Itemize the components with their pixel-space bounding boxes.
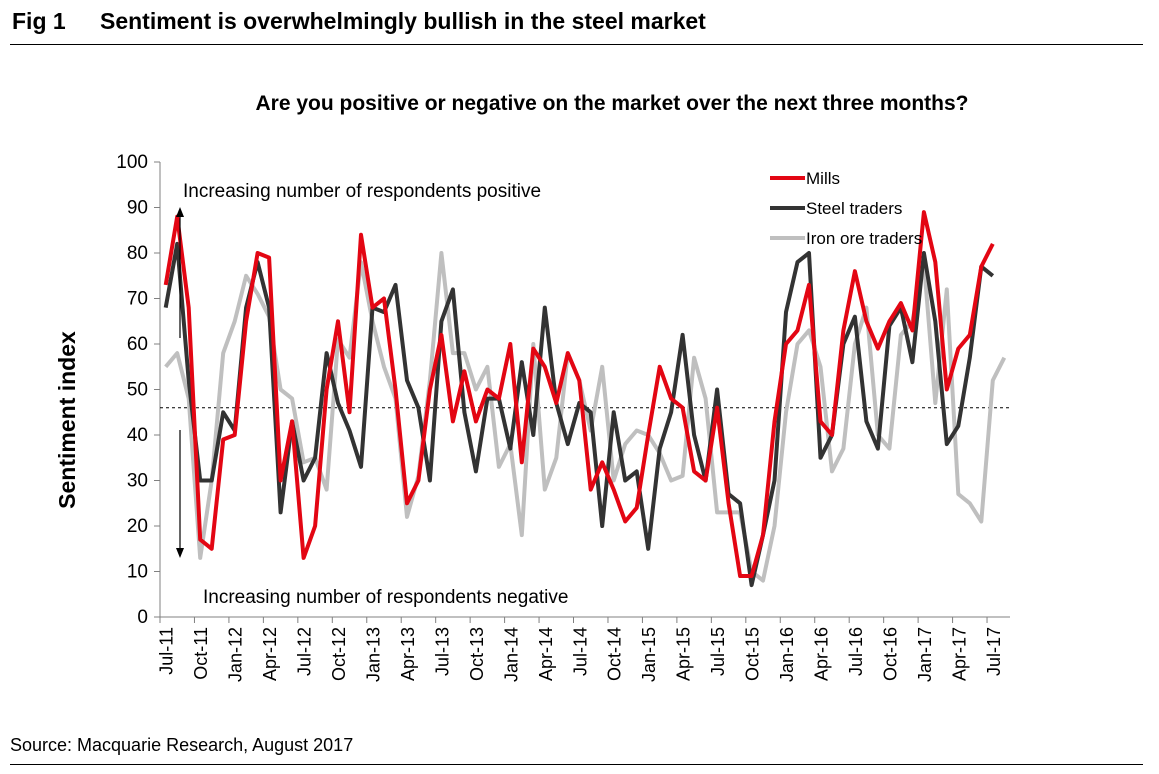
y-tick-label: 0 [137,607,148,628]
x-tick-label: Jul-16 [846,627,866,676]
legend-label-iron-ore-traders: Iron ore traders [806,229,922,248]
x-tick-label: Apr-15 [674,627,694,681]
negative-arrowhead-icon [176,548,184,558]
y-tick-label: 50 [127,380,148,401]
x-tick-label: Oct-12 [329,627,349,681]
x-tick-label: Jan-15 [639,627,659,682]
series-line-mills [163,210,995,578]
arrow-annotations [176,207,184,558]
x-tick-label: Jul-14 [570,627,590,676]
legend: Mills Steel traders Iron ore traders [770,169,922,248]
x-tick-label: Jul-15 [708,627,728,676]
axes: 0 10 20 30 40 50 60 70 80 90 100 Jul-11 Oct-11 Jan-12… [116,152,1010,682]
x-tick-label: Jul-17 [984,627,1004,676]
positive-arrowhead-icon [176,207,184,217]
y-tick-label: 30 [127,471,148,492]
x-tick-label: Jan-17 [915,627,935,682]
chart-title: Are you positive or negative on the mark… [256,92,969,115]
legend-label-steel-traders: Steel traders [806,199,902,218]
figure-header: Fig 1 Sentiment is overwhelmingly bullish… [12,8,706,35]
annotation-positive: Increasing number of respondents positiv… [183,181,541,202]
x-tick-label: Apr-12 [260,627,280,681]
x-tick-label: Jan-14 [501,627,521,682]
figure-title: Sentiment is overwhelmingly bullish in t… [100,8,706,34]
annotation-negative: Increasing number of respondents negativ… [203,587,568,608]
x-tick-label: Jul-13 [432,627,452,676]
legend-label-mills: Mills [806,169,840,188]
x-tick-label: Apr-13 [398,627,418,681]
y-tick-label: 40 [127,425,148,446]
source-note: Source: Macquarie Research, August 2017 [10,735,354,755]
figure-number: Fig 1 [12,8,66,34]
x-tick-label: Jan-16 [777,627,797,682]
y-tick-label: 10 [127,562,148,583]
x-tick-label: Jul-12 [295,627,315,676]
series-line-steel-traders [163,241,995,588]
y-tick-label: 20 [127,516,148,537]
y-axis-label: Sentiment index [54,331,80,509]
x-tick-label: Jul-11 [157,627,177,675]
x-tick-label: Oct-11 [191,627,211,680]
y-tick-label: 100 [116,152,148,173]
x-tick-label: Oct-15 [743,627,763,681]
series-layer [163,210,1007,588]
y-tick-label: 80 [127,243,148,264]
x-tick-label: Oct-14 [605,627,625,681]
x-tick-label: Jan-13 [364,627,384,682]
x-tick-label: Jan-12 [226,627,246,682]
y-tick-label: 60 [127,334,148,355]
header-rule [10,44,1143,45]
y-tick-label: 70 [127,289,148,310]
x-tick-label: Apr-17 [949,627,969,681]
x-tick-label: Apr-14 [536,627,556,681]
x-tick-label: Apr-16 [811,627,831,681]
x-tick-label: Oct-16 [880,627,900,681]
x-tick-label: Oct-13 [467,627,487,681]
y-tick-label: 90 [127,198,148,219]
footer-rule [10,764,1143,765]
